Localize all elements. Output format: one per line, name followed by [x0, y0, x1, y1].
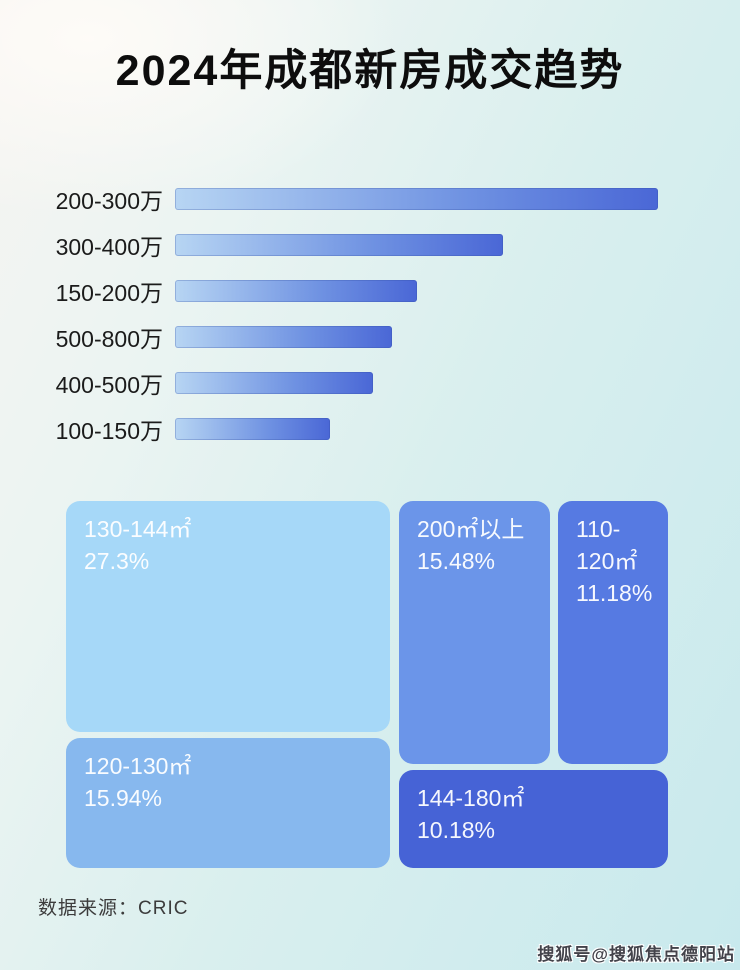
treemap-tile-130-144: 130-144㎡ 27.3% — [66, 501, 390, 732]
data-source-note: 数据来源：CRIC — [38, 898, 189, 919]
treemap-tile-110-120: 110-120㎡ 11.18% — [558, 501, 668, 764]
bar-label: 300-400万 — [55, 234, 163, 260]
tile-percent: 27.3% — [84, 548, 150, 574]
bar-row: 150-200万 — [0, 280, 740, 306]
watermark: 搜狐号@搜狐焦点德阳站 — [537, 945, 735, 964]
bar-row: 300-400万 — [0, 234, 740, 260]
tile-percent: 15.94% — [84, 785, 163, 811]
bar-row: 100-150万 — [0, 418, 740, 444]
tile-percent: 11.18% — [576, 580, 653, 606]
tile-label: 200㎡以上 — [417, 516, 525, 542]
bar-row: 500-800万 — [0, 326, 740, 352]
price-range-bar-chart: 200-300万 300-400万 150-200万 500-800万 400-… — [0, 188, 740, 464]
treemap-tile-144-180: 144-180㎡ 10.18% — [399, 770, 668, 868]
bar-label: 150-200万 — [55, 280, 163, 306]
bar-label: 400-500万 — [55, 372, 163, 398]
tile-label: 130-144㎡ — [84, 516, 192, 542]
tile-label: 120-130㎡ — [84, 753, 192, 779]
page-title: 2024年成都新房成交趋势 — [115, 47, 625, 95]
treemap-tile-200-plus: 200㎡以上 15.48% — [399, 501, 550, 764]
bar-label: 200-300万 — [55, 188, 163, 214]
bar-label: 500-800万 — [55, 326, 163, 352]
bar-500-800 — [175, 326, 392, 348]
treemap-tile-120-130: 120-130㎡ 15.94% — [66, 738, 390, 868]
area-share-treemap: 130-144㎡ 27.3% 120-130㎡ 15.94% 200㎡以上 15… — [66, 501, 668, 868]
tile-percent: 10.18% — [417, 817, 496, 843]
bar-400-500 — [175, 372, 373, 394]
tile-label: 110-120㎡ — [576, 516, 638, 574]
bar-150-200 — [175, 280, 417, 302]
bar-row: 400-500万 — [0, 372, 740, 398]
tile-percent: 15.48% — [417, 548, 496, 574]
bar-100-150 — [175, 418, 330, 440]
tile-label: 144-180㎡ — [417, 785, 525, 811]
bar-label: 100-150万 — [55, 418, 163, 444]
bar-row: 200-300万 — [0, 188, 740, 214]
bar-200-300 — [175, 188, 658, 210]
bar-300-400 — [175, 234, 503, 256]
